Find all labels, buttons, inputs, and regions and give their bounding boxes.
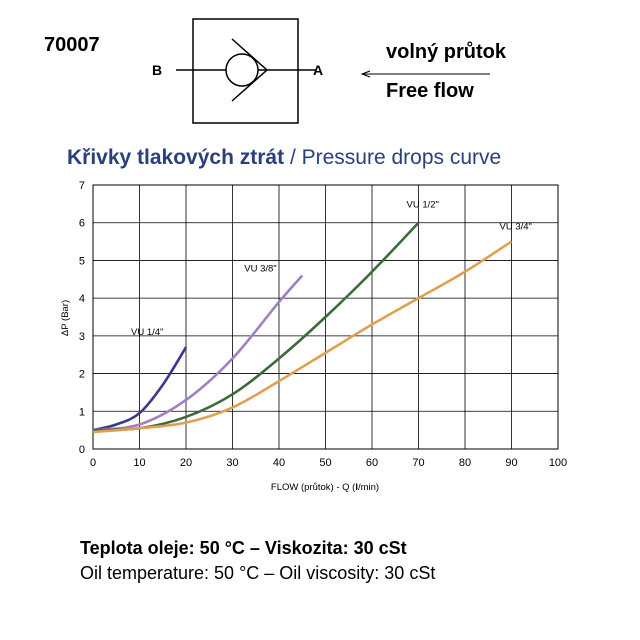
free-flow-arrow (360, 70, 490, 78)
series-label: VU 3/8" (244, 264, 276, 275)
x-tick-label: 10 (133, 457, 145, 469)
port-b-label: B (152, 62, 163, 78)
x-axis-label: FLOW (průtok) - Q (l/min) (271, 482, 379, 493)
free-flow-label-cz: volný průtok (386, 41, 507, 63)
y-tick-label: 7 (79, 180, 85, 192)
x-tick-label: 0 (90, 457, 96, 469)
series-label: VU 1/4" (131, 327, 163, 338)
valve-body (192, 18, 299, 124)
x-tick-label: 80 (459, 457, 471, 469)
x-tick-label: 70 (412, 457, 424, 469)
y-tick-label: 0 (79, 444, 85, 456)
chart-title-en: Pressure drops curve (301, 146, 502, 169)
y-tick-label: 1 (79, 406, 85, 418)
product-code: 70007 (44, 34, 100, 56)
port-a-label: A (313, 62, 324, 78)
x-tick-label: 90 (505, 457, 517, 469)
check-valve-symbol (176, 18, 316, 124)
grid-lines (92, 184, 559, 450)
x-tick-label: 50 (319, 457, 331, 469)
free-flow-label-en: Free flow (386, 80, 474, 102)
series-line-0 (92, 346, 188, 432)
x-tick-label: 30 (226, 457, 238, 469)
y-tick-label: 6 (79, 218, 85, 230)
series-label: VU 1/2" (407, 200, 439, 211)
y-tick-label: 2 (79, 369, 85, 381)
oil-conditions-cz: Teplota oleje: 50 °C – Viskozita: 30 cSt (80, 538, 407, 558)
series-labels: VU 1/4" VU 3/8" VU 1/2" VU 3/4" (131, 200, 532, 338)
series-line-1 (92, 274, 304, 432)
chart-title-separator: / (284, 146, 302, 169)
plot-frame (92, 184, 559, 450)
x-tick-label: 100 (549, 457, 567, 469)
x-tick-label: 40 (273, 457, 285, 469)
oil-conditions-en: Oil temperature: 50 °C – Oil viscosity: … (80, 563, 436, 583)
y-tick-label: 5 (79, 255, 85, 267)
axis-ticks: 0 10 20 30 40 50 60 70 80 90 100 0 1 2 3 4 5 6 7 (79, 180, 567, 469)
y-tick-label: 4 (79, 293, 85, 305)
chart-title-cz: Křivky tlakových ztrát (67, 146, 285, 169)
valve-seat (231, 38, 269, 102)
series-line-3 (92, 240, 513, 434)
x-tick-label: 60 (366, 457, 378, 469)
y-axis-label: ΔP (Bar) (60, 300, 71, 336)
series-lines (92, 221, 513, 434)
series-label: VU 3/4" (500, 222, 532, 233)
chart-title: Křivky tlakových ztrát / Pressure drops … (67, 146, 501, 170)
valve-ball (225, 53, 259, 87)
x-tick-label: 20 (180, 457, 192, 469)
y-tick-label: 3 (79, 331, 85, 343)
